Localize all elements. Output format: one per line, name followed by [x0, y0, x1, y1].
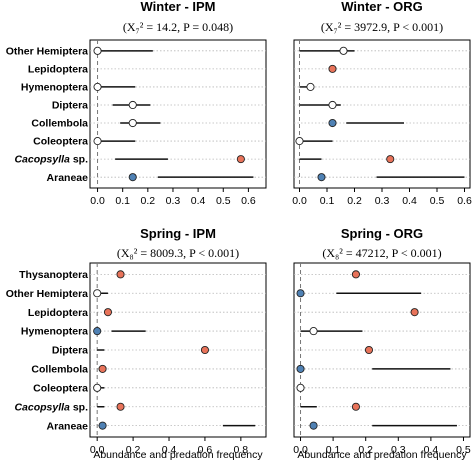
panel-title: Winter - IPM: [141, 0, 216, 14]
data-point: [317, 173, 326, 182]
x-tick-label: 0.1: [326, 444, 341, 456]
data-point: [309, 421, 318, 430]
data-point: [328, 118, 337, 128]
x-tick-label: 0.6: [457, 195, 472, 207]
x-tick-label: 0.4: [191, 195, 206, 207]
data-point: [351, 270, 360, 279]
plot-frame: [293, 39, 471, 189]
category-label: Collembola: [31, 364, 88, 376]
x-tick-label: 0.1: [115, 195, 130, 207]
category-label: Diptera: [52, 100, 88, 112]
data-point: [410, 308, 419, 317]
x-tick-label: 0.6: [241, 195, 256, 207]
plot-frame: [89, 39, 267, 189]
data-point: [296, 383, 305, 392]
category-label: Araneae: [47, 172, 89, 184]
data-point: [128, 118, 137, 128]
x-tick-label: 0.4: [424, 444, 439, 456]
data-point: [309, 327, 318, 336]
x-axis-label: Abundance and predation frequency: [93, 449, 263, 461]
data-point: [93, 137, 102, 146]
category-label: Lepidoptera: [28, 63, 88, 75]
x-tick-label: 0.2: [141, 195, 156, 207]
category-label: Thysanoptera: [19, 269, 88, 281]
data-point: [386, 155, 395, 164]
category-label: Hymenoptera: [21, 326, 88, 338]
panel-title: Spring - ORG: [341, 226, 423, 241]
x-tick-label: 0.3: [166, 195, 181, 207]
x-tick-label: 0.1: [320, 195, 335, 207]
panel-1: Winter - IPM (X₇² = 14.2, P = 0.048) Other…: [6, 0, 267, 207]
x-tick-label: 0.4: [162, 444, 177, 456]
category-label: Other Hemiptera: [6, 288, 88, 300]
x-tick-label: 0.2: [126, 444, 141, 456]
x-tick-label: 0.5: [456, 444, 471, 456]
category-label: Coleoptera: [33, 382, 88, 394]
panel-4: Spring - ORG (X₈² = 47212, P < 0.001) 0.0 0…: [293, 226, 471, 461]
panel-title: Spring - IPM: [140, 226, 216, 241]
data-point: [364, 345, 374, 355]
data-point: [295, 137, 304, 146]
x-tick-label: 0.5: [216, 195, 231, 207]
panel-3: Spring - IPM (X₈² = 8009.3, P < 0.001) Thy…: [6, 226, 267, 461]
x-axis-label: Abundance and predation frequency: [297, 449, 467, 461]
data-point: [128, 173, 137, 182]
data-point: [339, 46, 348, 55]
category-label: Collembola: [31, 118, 88, 130]
data-point: [328, 100, 337, 110]
data-point: [93, 383, 102, 392]
data-point: [98, 364, 107, 373]
data-point: [351, 402, 360, 411]
category-label: Cacopsylla sp.: [14, 154, 88, 166]
x-tick-label: 0.2: [358, 444, 373, 456]
data-point: [103, 308, 113, 317]
category-label: Diptera: [52, 345, 88, 357]
x-tick-label: 0.8: [234, 444, 249, 456]
x-tick-label: 0.3: [391, 444, 406, 456]
panel-stat: (X₈² = 47212, P < 0.001): [322, 246, 441, 260]
x-tick-label: 0.0: [90, 444, 105, 456]
data-point: [116, 402, 125, 411]
x-tick-label: 0.4: [402, 195, 417, 207]
panel-title: Winter - ORG: [341, 0, 423, 14]
x-tick-label: 0.3: [375, 195, 390, 207]
data-point: [128, 100, 137, 110]
data-point: [296, 289, 305, 298]
category-label: Hymenoptera: [21, 82, 88, 94]
panel-stat: (X₇² = 3972.9, P < 0.001): [321, 20, 443, 34]
panel-stat: (X₇² = 14.2, P = 0.048): [123, 20, 233, 34]
category-label: Cacopsylla sp.: [14, 401, 88, 413]
data-point: [296, 364, 305, 373]
category-label: Araneae: [47, 420, 89, 432]
data-point: [200, 345, 209, 355]
data-point: [93, 46, 102, 55]
x-tick-label: 0.0: [292, 195, 307, 207]
category-label: Coleoptera: [33, 136, 88, 148]
x-tick-label: 0.6: [198, 444, 213, 456]
category-label: Other Hemiptera: [6, 45, 88, 57]
category-label: Lepidoptera: [28, 307, 88, 319]
data-point: [328, 64, 337, 73]
data-point: [93, 289, 102, 298]
data-point: [236, 155, 245, 164]
panel-stat: (X₈² = 8009.3, P < 0.001): [117, 246, 239, 260]
x-tick-label: 0.5: [430, 195, 445, 207]
x-tick-label: 0.0: [293, 444, 308, 456]
data-point: [93, 327, 102, 336]
data-point: [116, 270, 125, 279]
panel-2: Winter - ORG (X₇² = 3972.9, P < 0.001) 0.0…: [292, 0, 472, 207]
data-point: [306, 82, 315, 91]
data-point: [93, 82, 102, 91]
x-tick-label: 0.0: [90, 195, 105, 207]
data-point: [98, 421, 107, 430]
x-tick-label: 0.2: [347, 195, 362, 207]
